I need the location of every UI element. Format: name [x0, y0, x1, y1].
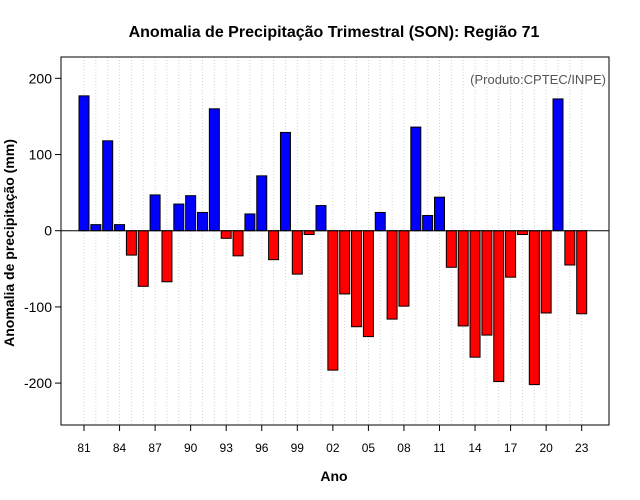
bar-82	[90, 224, 102, 232]
bar-00	[303, 230, 315, 236]
bar-04	[351, 230, 363, 328]
bar-95	[244, 213, 256, 232]
y-tick-label: 100	[29, 147, 53, 163]
x-tick-label: 05	[362, 441, 376, 455]
bar-90	[185, 195, 197, 232]
x-tick-label: 87	[148, 441, 162, 455]
x-axis-label: Ano	[320, 468, 347, 484]
bar-12	[445, 230, 457, 268]
bar-87	[149, 194, 161, 232]
bar-16	[493, 230, 505, 383]
bar-06	[374, 211, 386, 232]
bar-08	[398, 230, 410, 307]
bar-19	[528, 230, 540, 386]
plot-frame	[60, 56, 610, 426]
bar-02	[327, 230, 339, 371]
bar-03	[339, 230, 351, 295]
x-tick-label: 08	[397, 441, 411, 455]
bar-09	[410, 126, 422, 232]
x-tick-label: 11	[433, 441, 446, 455]
y-axis-label: Anomalia de precipitação (mm)	[1, 139, 17, 347]
bar-17	[505, 230, 517, 278]
bar-18	[516, 230, 528, 236]
x-tick-label: 02	[326, 441, 340, 455]
bar-83	[102, 140, 114, 232]
bar-85	[125, 230, 137, 256]
bar-91	[197, 211, 208, 232]
bar-20	[540, 230, 552, 314]
bar-93	[220, 230, 232, 239]
y-axis: -200 -100 0 100 200	[24, 70, 61, 391]
bar-84	[114, 224, 126, 232]
source-annotation: (Produto:CPTEC/INPE)	[470, 72, 606, 87]
x-tick-label: 17	[504, 441, 518, 455]
bar-14	[469, 230, 481, 358]
x-axis: 81 84 87 90 93 96 99 02 05 08 11 14 17 20 23	[77, 425, 589, 455]
bar-13	[457, 230, 469, 327]
bar-10	[422, 214, 434, 232]
bar-01	[315, 205, 327, 232]
x-tick-label: 20	[539, 441, 553, 455]
bar-98	[279, 131, 291, 232]
chart-title: Anomalia de Precipitação Trimestral (SON…	[129, 24, 540, 41]
bar-15	[481, 230, 493, 336]
y-tick-label: -200	[24, 375, 52, 391]
bar-99	[291, 230, 303, 275]
bar-86	[137, 230, 149, 287]
x-tick-label: 23	[575, 441, 589, 455]
bar-96	[256, 175, 268, 232]
x-tick-label: 81	[77, 441, 91, 455]
bar-88	[161, 230, 173, 283]
bar-21	[552, 98, 564, 232]
x-tick-label: 96	[255, 441, 269, 455]
y-tick-label: 0	[44, 223, 52, 239]
x-tick-label: 84	[113, 441, 127, 455]
x-tick-label: 90	[184, 441, 198, 455]
x-tick-label: 93	[220, 441, 234, 455]
bars	[78, 95, 588, 386]
bar-92	[208, 108, 220, 232]
bar-23	[576, 230, 588, 315]
bar-05	[362, 230, 374, 338]
y-tick-label: 200	[29, 70, 53, 86]
bar-81	[78, 95, 90, 232]
bar-94	[232, 230, 244, 257]
bar-22	[564, 230, 576, 266]
bar-89	[173, 203, 185, 232]
x-tick-label: 99	[291, 441, 305, 455]
y-tick-label: -100	[24, 299, 52, 315]
bar-11	[434, 196, 445, 232]
bar-97	[268, 230, 280, 261]
bar-07	[386, 230, 398, 320]
x-tick-label: 14	[468, 441, 482, 455]
